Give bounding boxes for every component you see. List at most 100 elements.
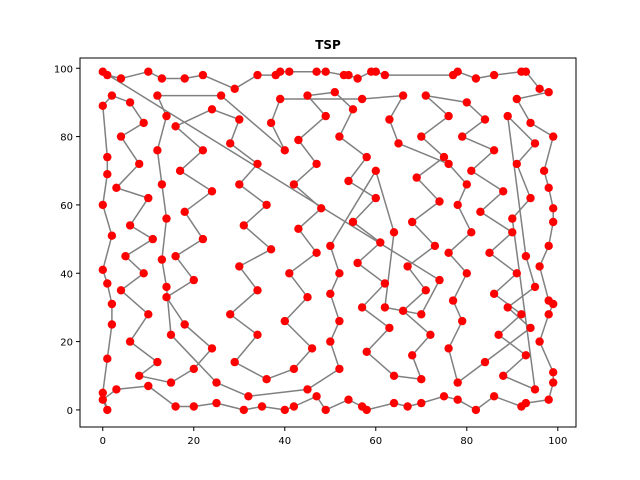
city-point (144, 193, 153, 203)
route-segment (470, 149, 495, 172)
city-point (303, 293, 312, 302)
route-segment (307, 91, 335, 97)
city-point (262, 200, 271, 210)
city-point (226, 310, 235, 319)
city-point (535, 337, 544, 346)
city-point (467, 166, 476, 175)
city-point (435, 275, 444, 285)
route-segment (507, 286, 536, 308)
route-segment (402, 289, 427, 312)
route-segment (284, 320, 313, 349)
city-point (198, 70, 208, 80)
route-segment (288, 252, 318, 274)
y-tick-label: 60 (60, 201, 73, 212)
route-segment (165, 296, 186, 325)
city-point (103, 354, 112, 363)
route-segment (116, 187, 149, 199)
route-segment (425, 94, 467, 104)
route-segment (139, 375, 172, 384)
city-point (207, 344, 217, 353)
route-segment (161, 218, 168, 260)
city-point (112, 183, 121, 192)
route-segment (530, 122, 554, 138)
city-point (244, 392, 253, 401)
city-point (103, 70, 112, 80)
city-point (162, 214, 171, 223)
route-segment (297, 228, 318, 254)
city-point (262, 375, 271, 384)
city-point (549, 368, 558, 377)
city-point (235, 180, 244, 189)
route-segment (420, 136, 445, 158)
route-segment (366, 402, 395, 411)
city-point (357, 303, 367, 312)
city-point (462, 98, 471, 107)
y-tick-label: 40 (60, 269, 73, 280)
city-point (344, 70, 353, 80)
city-point (485, 248, 494, 257)
city-point (389, 371, 399, 380)
city-point (144, 381, 153, 391)
route-segment (493, 395, 522, 408)
city-point (207, 187, 217, 196)
city-point (398, 306, 408, 315)
route-segment (266, 368, 295, 380)
city-point (417, 132, 426, 141)
route-segment (193, 347, 213, 370)
city-point (389, 398, 399, 408)
route-segment (362, 94, 404, 100)
y-tick-label: 100 (54, 64, 73, 75)
route-segment (502, 375, 536, 391)
city-point (98, 265, 108, 274)
city-point (276, 94, 285, 104)
route-segment (420, 279, 441, 315)
city-point (489, 289, 499, 298)
city-point (162, 293, 171, 302)
route-segment (216, 402, 244, 411)
route-segment (211, 108, 240, 121)
city-point (526, 323, 535, 333)
city-point (476, 207, 485, 216)
route-segment (102, 204, 113, 236)
city-point (385, 115, 394, 124)
city-point (549, 378, 558, 387)
route-segment (420, 115, 450, 138)
city-point (103, 170, 112, 179)
city-point (276, 67, 285, 76)
route-segment (411, 355, 423, 380)
city-point (521, 67, 531, 76)
route-segment (179, 149, 204, 172)
city-point (330, 88, 339, 97)
city-point (353, 258, 362, 268)
city-point (549, 204, 558, 213)
city-point (139, 118, 148, 128)
city-point (489, 392, 499, 401)
city-point (458, 316, 467, 326)
route-segment (479, 211, 513, 233)
route-segment (516, 163, 532, 199)
city-point (212, 398, 221, 408)
route-segment (156, 150, 163, 185)
route-segment (293, 163, 318, 185)
route-segment (102, 358, 109, 393)
city-point (335, 132, 344, 141)
route-segment (498, 334, 527, 356)
city-point (157, 255, 167, 264)
city-point (348, 105, 358, 114)
route-layer (102, 70, 554, 411)
y-tick-label: 0 (67, 406, 73, 417)
route-segment (538, 314, 550, 342)
city-point (417, 375, 426, 384)
city-point (171, 252, 180, 261)
route-segment (493, 272, 518, 295)
route-segment (125, 238, 154, 257)
route-segment (543, 136, 554, 171)
city-point (125, 98, 135, 107)
city-point (503, 303, 512, 312)
city-point (326, 241, 335, 251)
city-point (549, 299, 558, 309)
route-segment (129, 341, 158, 363)
route-segment (411, 334, 431, 356)
city-point (98, 200, 108, 210)
city-point (499, 371, 508, 380)
